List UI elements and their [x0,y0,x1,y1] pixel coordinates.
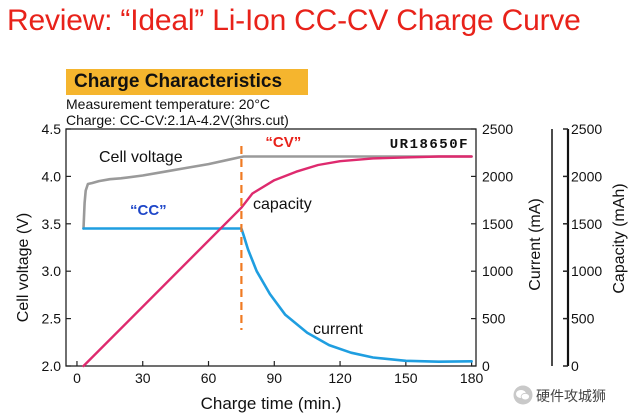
voltage-tick-label: 4.5 [42,121,62,137]
page-title: Review: “Ideal” Li-Ion CC-CV Charge Curv… [7,4,581,37]
capacity-tick-label: 1000 [571,263,602,279]
current-tick-label: 0 [482,358,490,374]
capacity-axis-label: Capacity (mAh) [611,183,628,293]
cc-annotation: “CC” [130,202,167,219]
series-label: current [313,321,363,338]
series-label: capacity [253,196,312,213]
current-tick-label: 1000 [482,263,513,279]
x-tick-label: 60 [201,370,217,386]
voltage-tick-label: 3.0 [42,263,62,279]
charge-condition: Charge: CC-CV:2.1A-4.2V(3hrs.cut) [66,112,289,128]
watermark: 硬件攻城狮 [513,382,631,408]
series-label: Cell voltage [99,149,183,166]
current-tick-label: 2500 [482,121,513,137]
x-tick-label: 30 [135,370,151,386]
x-tick-label: 180 [460,370,484,386]
watermark-text: 硬件攻城狮 [536,389,606,405]
voltage-tick-label: 3.5 [42,216,62,232]
capacity-tick-label: 2000 [571,168,602,184]
capacity-tick-label: 2500 [571,121,602,137]
model-label: UR18650F [390,137,469,153]
cv-annotation: “CV” [265,134,301,151]
wechat-icon [513,385,533,405]
current-tick-label: 1500 [482,216,513,232]
measurement-temperature: Measurement temperature: 20°C [66,96,271,112]
voltage-tick-label: 4.0 [42,168,62,184]
current-axis-label: Current (mA) [527,198,544,290]
x-tick-label: 120 [328,370,352,386]
x-tick-label: 150 [394,370,418,386]
x-tick-label: 0 [73,370,81,386]
capacity-tick-label: 1500 [571,216,602,232]
current-tick-label: 500 [482,311,506,327]
section-header: Charge Characteristics [66,69,308,95]
x-axis-label: Charge time (min.) [201,394,342,413]
plot-frame [65,128,477,367]
series-line-capacity [82,155,473,368]
voltage-axis-label: Cell voltage (V) [15,213,32,322]
section-header-label: Charge Characteristics [74,71,283,92]
series-line-cell-voltage [82,155,473,230]
capacity-tick-label: 500 [571,311,595,327]
voltage-tick-label: 2.5 [42,311,62,327]
voltage-tick-label: 2.0 [42,358,62,374]
x-tick-label: 90 [266,370,282,386]
current-tick-label: 2000 [482,168,513,184]
capacity-tick-label: 0 [571,358,579,374]
series-line-current [82,227,473,364]
